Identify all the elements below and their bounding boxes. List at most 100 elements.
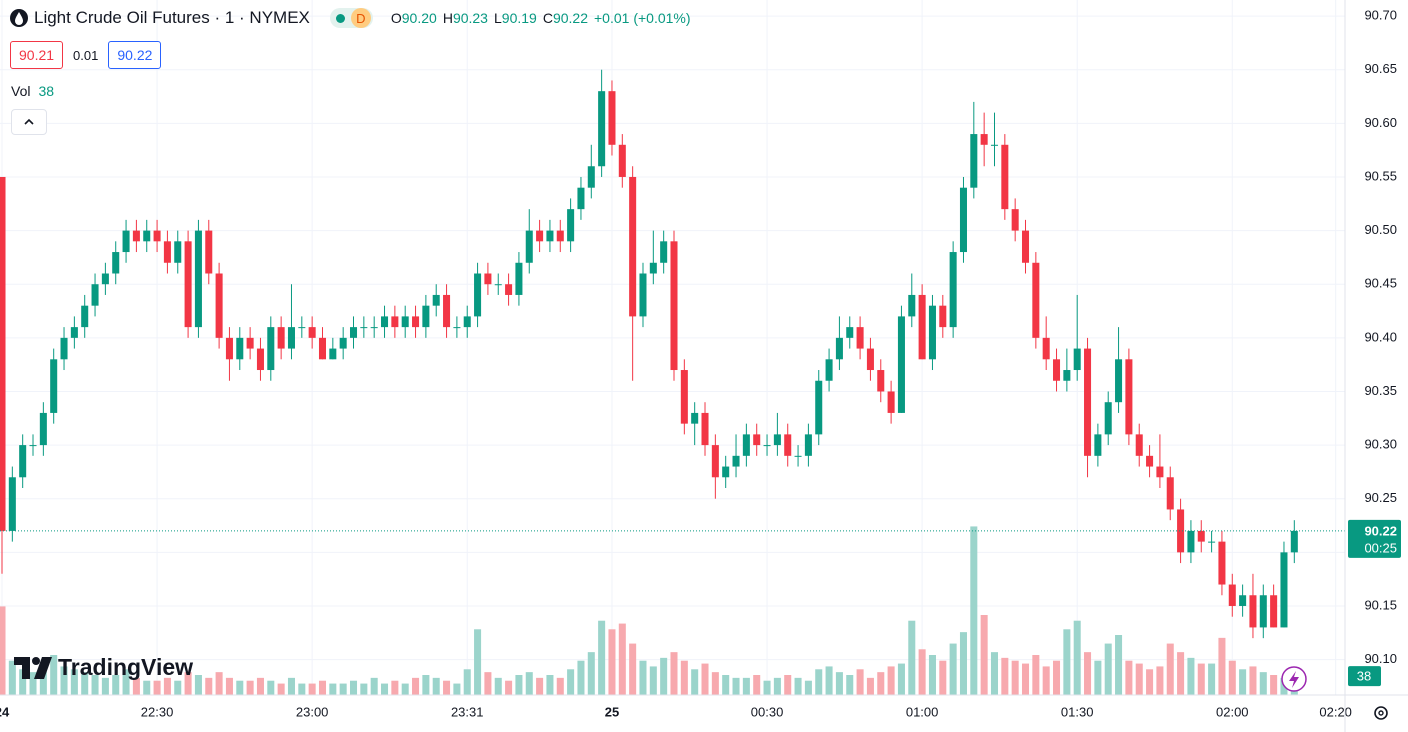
candle-body [360,327,368,329]
volume-bar [298,683,306,695]
candle-body [298,327,306,329]
y-tick-label: 90.15 [1364,597,1397,612]
candle-body [81,305,89,328]
logo-text: TradingView [58,654,194,680]
candle-body [587,166,595,188]
candle-body [1187,530,1195,553]
volume-bar [1208,663,1216,695]
settings-button[interactable] [1374,706,1388,720]
volume-bar [918,649,926,695]
candle-body [1001,144,1009,210]
candle-body [277,327,285,349]
spread: 0.01 [73,47,99,63]
ohlc-key: C [542,10,553,26]
candle-body [990,144,999,146]
volume-badge-label: 38 [1357,669,1371,684]
volume-bar [329,683,337,695]
x-tick-label: 23:31 [451,704,484,719]
volume-bar [825,666,833,695]
volume-bar [70,669,78,695]
logo-mark [14,656,52,679]
volume-label: Vol [11,83,31,99]
volume-bar [877,672,885,695]
volume-bar [1156,666,1164,695]
candle-body [1053,359,1061,381]
candle-body [184,241,192,328]
candle-body [742,434,750,456]
volume-bar [19,669,27,695]
volume-bar [432,677,440,695]
volume-bar [1063,629,1071,695]
candle-body [515,262,523,295]
candle-body [370,327,378,329]
candle-body [0,176,6,531]
candle-body [1280,552,1288,628]
volume-bar [835,672,843,695]
candle-body [1228,584,1236,606]
collapse-button[interactable] [11,109,47,135]
candle-body [412,316,420,328]
candle-body [401,316,409,328]
candles [0,69,1298,639]
volume-bar [39,663,47,695]
countdown: 00:25 [1364,540,1397,555]
volume-bar [174,680,182,695]
candle-body [980,134,988,145]
logo[interactable]: TradingView [14,654,193,681]
candle-body [484,273,492,285]
candle-body [256,348,264,371]
ohlc-item: C90.22 [543,10,588,26]
candle-body [577,187,585,210]
candle-body [91,284,99,306]
symbol-title[interactable]: Light Crude Oil Futures · 1 · NYMEX [34,8,310,27]
candle-body [794,455,802,457]
candle-body [1290,530,1298,553]
candle-body [1249,595,1257,628]
volume-bar [443,680,451,695]
volume-bar [381,683,389,695]
sell-button[interactable]: 90.21 [10,41,64,69]
volume-bar [339,683,347,695]
candle-body [1166,477,1174,510]
volume-bar [143,680,151,695]
volume-bar [701,663,709,695]
y-tick-label: 90.45 [1364,276,1397,291]
candle-body [877,370,885,392]
volume-bar [1073,620,1081,695]
x-tick-label: 01:30 [1061,704,1094,719]
candle-body [505,284,513,295]
volume-bars [0,526,1298,695]
volume-bar [91,675,99,695]
ohlc-value: 90.22 [552,10,588,26]
y-tick-label: 90.50 [1364,222,1397,237]
volume-bar [691,669,699,695]
volume-bar [1270,675,1278,695]
buy-button[interactable]: 90.22 [108,41,162,69]
volume-bar [866,677,874,695]
ohlc-value: 90.23 [452,10,488,26]
candle-body [1115,359,1123,403]
candle-body [132,230,140,242]
volume-bar [1053,660,1061,695]
y-tick-label: 90.70 [1364,8,1397,23]
candle-body [267,327,275,371]
y-tick-label: 90.35 [1364,383,1397,398]
volume-bar [815,669,823,695]
ohlc-key: H [442,10,453,26]
volume-bar [225,677,233,695]
volume-bar [60,666,68,695]
volume-bar [897,663,905,695]
candle-body [959,187,967,253]
volume-bar [463,669,471,695]
delay-badge: D [350,8,371,28]
volume-bar [587,652,595,695]
lightning-button[interactable] [1281,666,1307,692]
y-tick-label: 90.40 [1364,329,1397,344]
volume-bar [567,669,575,695]
market-status[interactable]: D [329,8,373,28]
candle-body [194,230,202,328]
volume-bar [856,669,864,695]
candle-body [887,391,895,413]
candle-body [432,294,440,306]
ohlc-legend: O90.20 H90.23 L90.19 C90.22 +0.01 (+0.01… [391,10,691,26]
